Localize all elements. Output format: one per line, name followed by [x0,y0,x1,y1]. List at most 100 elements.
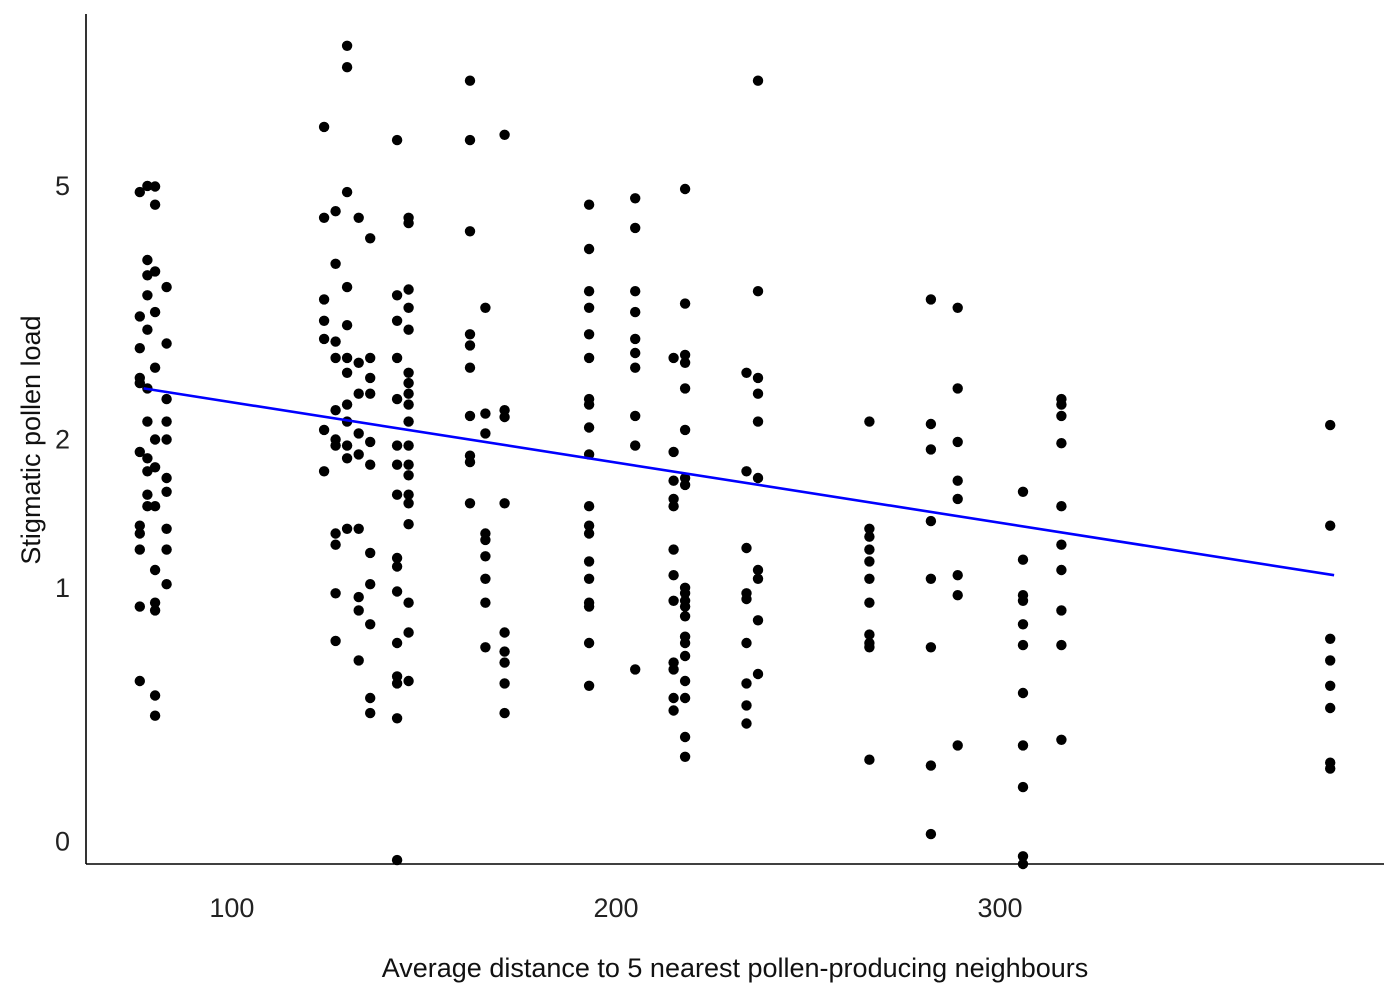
data-point [365,372,376,384]
data-point [499,129,510,140]
data-point [353,449,364,460]
data-point [464,340,476,351]
data-point [403,498,414,509]
data-point [741,700,752,711]
data-point [952,436,963,448]
data-point [583,528,595,539]
data-point [365,579,376,590]
data-point [583,399,595,410]
data-point [161,486,172,497]
data-point [149,434,161,445]
data-point [142,416,153,427]
data-point [341,453,353,464]
data-point [668,692,679,704]
data-point [391,352,403,364]
data-point [1056,501,1067,512]
data-point [480,597,491,608]
data-point [318,333,330,345]
data-point [1056,564,1067,576]
data-point [630,347,641,359]
data-point [583,199,595,210]
data-point [391,678,403,689]
data-point [1325,633,1336,644]
data-point [403,284,414,295]
data-point [330,336,341,347]
data-point [679,183,691,195]
data-point [161,544,172,555]
data-point [864,642,875,653]
data-point [365,233,376,244]
data-point [403,377,414,389]
data-point [403,675,414,687]
data-point [161,393,172,405]
data-point [341,367,353,378]
data-point [403,470,414,481]
data-point [403,367,414,378]
y-tick-label: 2 [55,425,70,455]
data-point [142,254,153,266]
data-point [161,416,172,427]
data-point [464,498,476,509]
data-point [134,601,145,612]
data-point [403,388,414,399]
data-point [925,573,937,584]
data-point [134,520,145,531]
y-tick-labels: 0 1 2 5 [55,171,70,857]
data-point [480,573,491,584]
data-point [341,352,353,364]
data-point [925,444,937,455]
data-point [149,605,161,616]
data-point [330,206,341,217]
data-point [341,320,353,331]
data-point [679,731,691,743]
data-point [330,352,341,364]
data-point [142,180,153,192]
data-point [752,564,764,576]
data-point [630,286,641,297]
data-point [341,186,353,198]
data-point [583,329,595,340]
points-layer [134,40,1336,870]
data-point [391,393,403,405]
data-point [365,619,376,630]
data-point [353,357,364,368]
data-point [679,601,691,612]
data-point [864,754,875,765]
data-point [1017,687,1029,699]
data-point [391,440,403,451]
data-point [142,290,153,301]
data-point [752,668,764,680]
data-point [630,222,641,234]
data-point [1325,419,1336,431]
data-point [630,362,641,373]
data-point [403,324,414,335]
data-point [741,718,752,729]
data-point [679,611,691,622]
data-point [952,383,963,394]
data-point [480,551,491,562]
data-point [391,713,403,724]
x-tick-label: 200 [593,893,638,923]
data-point [134,311,145,322]
data-point [668,446,679,458]
data-point [1017,486,1029,497]
data-point [365,707,376,719]
data-point [925,418,937,430]
data-point [583,422,595,433]
data-point [752,472,764,484]
data-point [925,828,937,840]
data-point [330,635,341,647]
data-point [341,40,353,51]
data-point [353,388,364,399]
data-point [161,281,172,293]
data-point [318,424,330,436]
data-point [499,707,510,719]
data-point [161,579,172,590]
data-point [679,424,691,436]
data-point [134,446,145,458]
data-point [403,217,414,229]
data-point [365,388,376,399]
data-point [403,489,414,500]
data-point [341,399,353,410]
data-point [149,306,161,318]
